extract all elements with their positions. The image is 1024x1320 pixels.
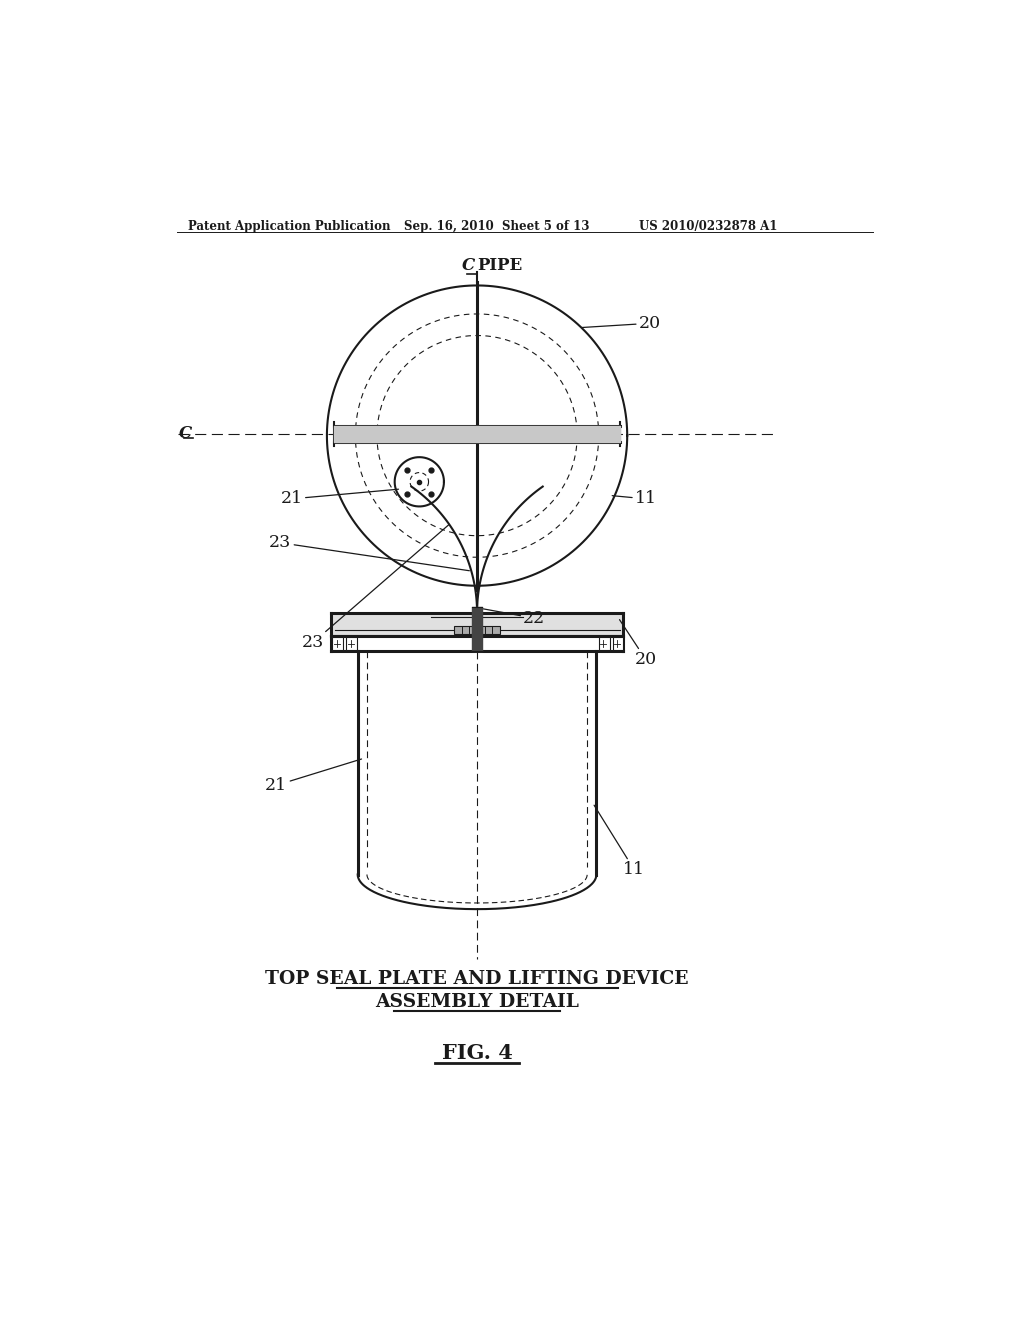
Text: 22: 22 [483,609,546,627]
Bar [346,638,357,649]
Text: 21: 21 [281,490,398,507]
Text: Patent Application Publication: Patent Application Publication [188,220,391,234]
Bar [612,638,624,649]
Text: FIG. 4: FIG. 4 [441,1043,512,1063]
Text: US 2010/0232878 A1: US 2010/0232878 A1 [639,220,777,234]
Text: ASSEMBLY DETAIL: ASSEMBLY DETAIL [375,993,579,1011]
Bar [454,626,500,634]
Bar [599,638,609,649]
Text: C: C [462,257,475,275]
Text: 20: 20 [620,619,657,668]
Text: 11: 11 [594,805,645,879]
Text: 23: 23 [301,524,450,651]
Text: 20: 20 [583,314,660,331]
Text: Sep. 16, 2010  Sheet 5 of 13: Sep. 16, 2010 Sheet 5 of 13 [403,220,590,234]
Text: 11: 11 [612,490,657,507]
Text: TOP SEAL PLATE AND LIFTING DEVICE: TOP SEAL PLATE AND LIFTING DEVICE [265,970,689,987]
Text: C: C [179,425,193,442]
Bar [333,638,343,649]
Text: PIPE: PIPE [477,257,522,275]
Text: 23: 23 [269,535,469,570]
Text: 21: 21 [265,759,361,793]
